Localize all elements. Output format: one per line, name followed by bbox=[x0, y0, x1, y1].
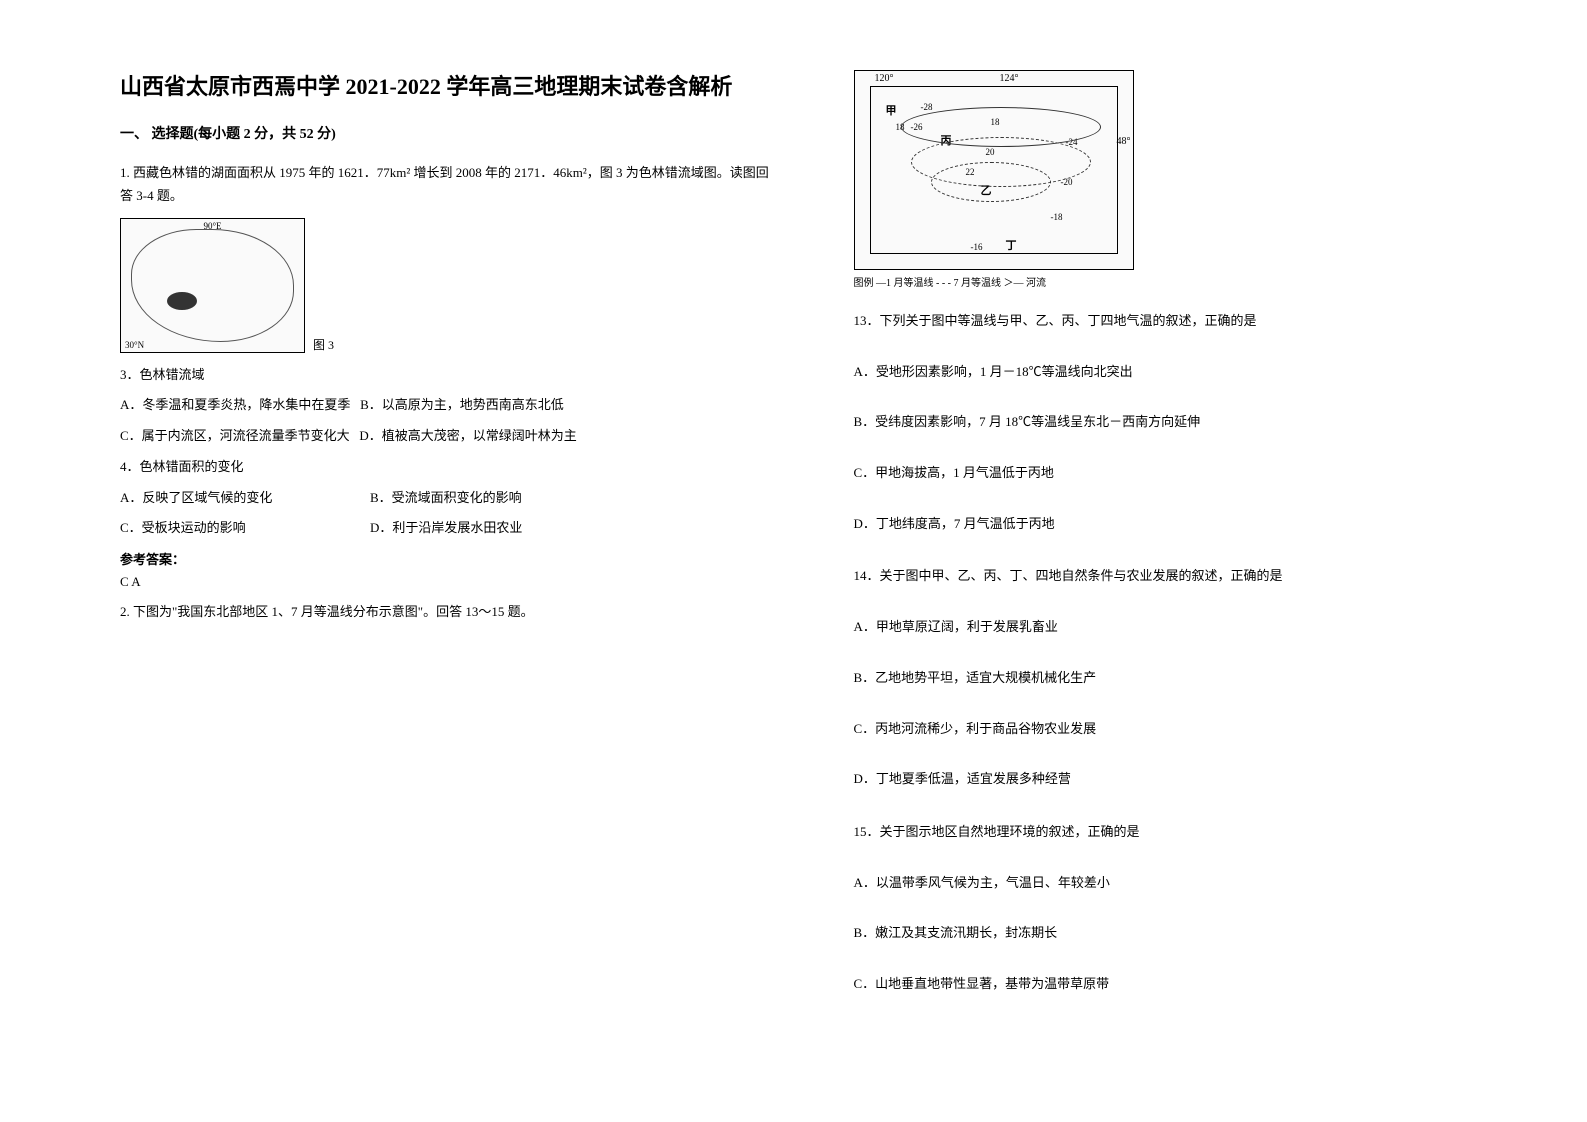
map2-coord-120: 120° bbox=[875, 73, 894, 84]
q14-optA: A．甲地草原辽阔，利于发展乳畜业 bbox=[854, 615, 1508, 640]
isotherm-line-3 bbox=[931, 162, 1051, 202]
q15-stem: 15．关于图示地区自然地理环境的叙述，正确的是 bbox=[854, 820, 1508, 845]
q13-optB: B．受纬度因素影响，7 月 18℃等温线呈东北－西南方向延伸 bbox=[854, 410, 1508, 435]
temp-label-n28: -28 bbox=[921, 102, 933, 112]
label-jia: 甲 bbox=[886, 102, 897, 118]
figure2-legend: 图例 —1 月等温线 - - - 7 月等温线 ＞— 河流 bbox=[854, 274, 1508, 289]
figure-1: 30°N 图 3 bbox=[120, 218, 774, 353]
map2-coord-124: 124° bbox=[1000, 73, 1019, 84]
q14-stem: 14．关于图中甲、乙、丙、丁、四地自然条件与农业发展的叙述，正确的是 bbox=[854, 564, 1508, 589]
q15-optA: A．以温带季风气候为主，气温日、年较差小 bbox=[854, 871, 1508, 896]
q2-intro: 2. 下图为"我国东北部地区 1、7 月等温线分布示意图"。回答 13～15 题… bbox=[120, 600, 774, 623]
q13-optA: A．受地形因素影响，1 月－18℃等温线向北突出 bbox=[854, 360, 1508, 385]
document-title: 山西省太原市西焉中学 2021-2022 学年高三地理期末试卷含解析 bbox=[120, 70, 774, 103]
map1-image: 30°N bbox=[120, 218, 305, 353]
q3-options-row2: C．属于内流区，河流径流量季节变化大 D．植被高大茂密，以常绿阔叶林为主 bbox=[120, 424, 774, 449]
lake-shape bbox=[167, 292, 197, 310]
q1-intro: 1. 西藏色林错的湖面面积从 1975 年的 1621．77km² 增长到 20… bbox=[120, 161, 774, 208]
q3-options-row1: A．冬季温和夏季炎热，降水集中在夏季 B．以高原为主，地势西南高东北低 bbox=[120, 393, 774, 418]
q4-options-row2: C．受板块运动的影响D．利于沿岸发展水田农业 bbox=[120, 516, 774, 541]
q14-optC: C．丙地河流稀少，利于商品谷物农业发展 bbox=[854, 717, 1508, 742]
q4-stem: 4．色林错面积的变化 bbox=[120, 455, 774, 480]
map2-coord-48: 48° bbox=[1117, 136, 1131, 147]
q4-optD: D．利于沿岸发展水田农业 bbox=[370, 520, 522, 535]
q4-options-row1: A．反映了区域气候的变化B．受流域面积变化的影响 bbox=[120, 486, 774, 511]
q13-stem: 13．下列关于图中等温线与甲、乙、丙、丁四地气温的叙述，正确的是 bbox=[854, 309, 1508, 334]
q13-block: 13．下列关于图中等温线与甲、乙、丙、丁四地气温的叙述，正确的是 A．受地形因素… bbox=[854, 309, 1508, 536]
map2-image: 120° 124° 48° 甲 乙 丙 丁 18 20 22 -28 -26 -… bbox=[854, 70, 1134, 270]
label-ding: 丁 bbox=[1006, 237, 1017, 253]
q14-optD: D．丁地夏季低温，适宜发展多种经营 bbox=[854, 767, 1508, 792]
q3-optC: C．属于内流区，河流径流量季节变化大 bbox=[120, 428, 350, 443]
q15-optC: C．山地垂直地带性显著，基带为温带草原带 bbox=[854, 972, 1508, 997]
q13-optD: D．丁地纬度高，7 月气温低于丙地 bbox=[854, 512, 1508, 537]
q15-optB: B．嫩江及其支流汛期长，封冻期长 bbox=[854, 921, 1508, 946]
q4-optC: C．受板块运动的影响 bbox=[120, 516, 370, 541]
temp-label-n16: -16 bbox=[971, 242, 983, 252]
q13-optC: C．甲地海拔高，1 月气温低于丙地 bbox=[854, 461, 1508, 486]
q4-optB: B．受流域面积变化的影响 bbox=[370, 490, 522, 505]
q4-optA: A．反映了区域气候的变化 bbox=[120, 486, 370, 511]
right-column: 120° 124° 48° 甲 乙 丙 丁 18 20 22 -28 -26 -… bbox=[814, 70, 1528, 1082]
map1-lat-label: 30°N bbox=[125, 340, 144, 350]
q3-optD: D．植被高大茂密，以常绿阔叶林为主 bbox=[359, 428, 576, 443]
figure1-label: 图 3 bbox=[313, 336, 334, 353]
map2-frame: 甲 乙 丙 丁 18 20 22 -28 -26 -24 -20 -18 -16… bbox=[870, 86, 1118, 254]
figure-2-container: 120° 124° 48° 甲 乙 丙 丁 18 20 22 -28 -26 -… bbox=[854, 70, 1508, 289]
q3-stem: 3．色林错流域 bbox=[120, 363, 774, 388]
answer-label-1: 参考答案： bbox=[120, 549, 774, 568]
q3-optA: A．冬季温和夏季炎热，降水集中在夏季 bbox=[120, 397, 350, 412]
left-column: 山西省太原市西焉中学 2021-2022 学年高三地理期末试卷含解析 一、 选择… bbox=[100, 70, 814, 1082]
q15-block: 15．关于图示地区自然地理环境的叙述，正确的是 A．以温带季风气候为主，气温日、… bbox=[854, 820, 1508, 997]
q14-block: 14．关于图中甲、乙、丙、丁、四地自然条件与农业发展的叙述，正确的是 A．甲地草… bbox=[854, 564, 1508, 791]
section-header: 一、 选择题(每小题 2 分，共 52 分) bbox=[120, 123, 774, 143]
q14-optB: B．乙地地势平坦，适宜大规模机械化生产 bbox=[854, 666, 1508, 691]
temp-label-n18: -18 bbox=[1051, 212, 1063, 222]
q3-optB: B．以高原为主，地势西南高东北低 bbox=[360, 397, 564, 412]
answer-1: C A bbox=[120, 574, 774, 590]
